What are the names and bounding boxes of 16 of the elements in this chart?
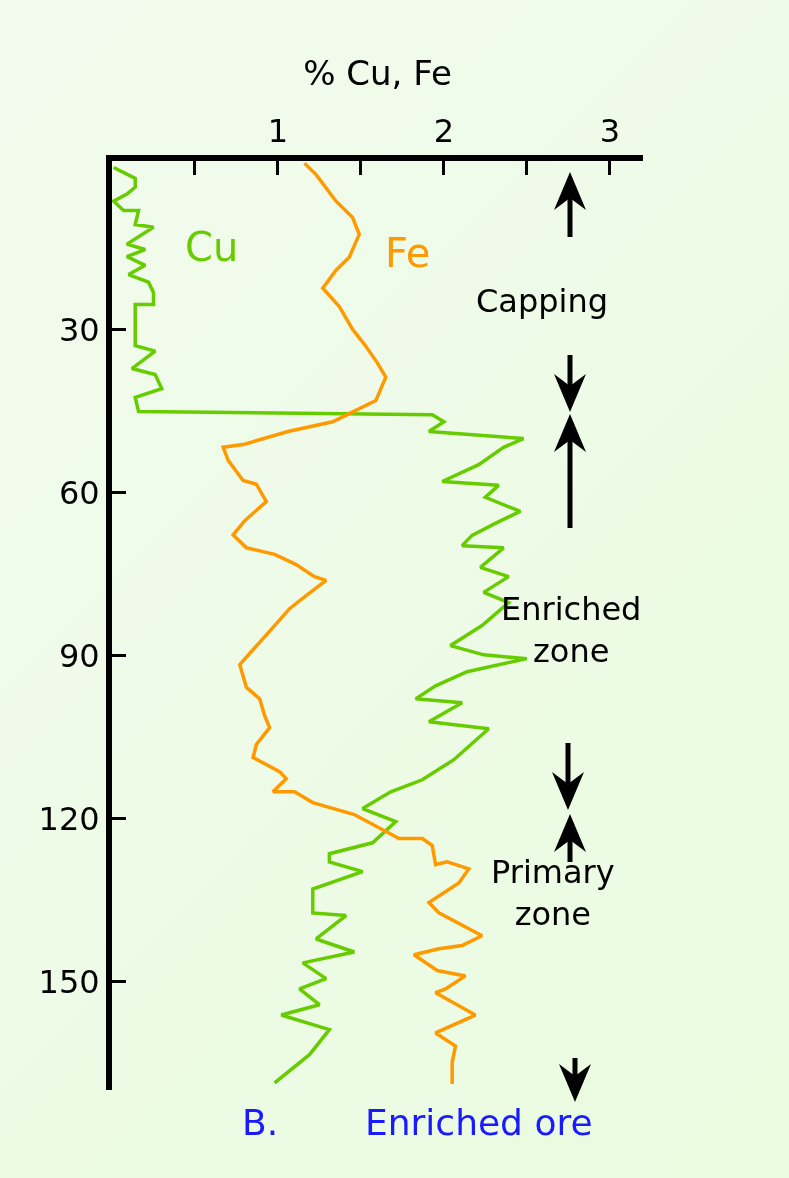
y-tick-label: 90 xyxy=(58,636,100,675)
x-tick-label: 2 xyxy=(433,112,455,151)
x-axis-title: % Cu, Fe xyxy=(303,53,452,94)
annotation: Primary zone xyxy=(491,853,615,933)
x-tick-label: 1 xyxy=(267,112,289,151)
annotation: Capping xyxy=(476,282,609,320)
series-label: Cu xyxy=(185,224,239,270)
annotation: Enriched zone xyxy=(501,590,642,670)
y-tick-label: 150 xyxy=(38,962,100,1001)
text: B. xyxy=(242,1102,279,1143)
y-tick-label: 60 xyxy=(58,473,100,512)
series-label: Fe xyxy=(385,230,431,276)
x-tick-label: 3 xyxy=(599,112,620,151)
y-tick-label: 30 xyxy=(58,310,100,349)
y-tick-label: 120 xyxy=(38,799,100,838)
text: Enriched ore xyxy=(365,1102,593,1143)
